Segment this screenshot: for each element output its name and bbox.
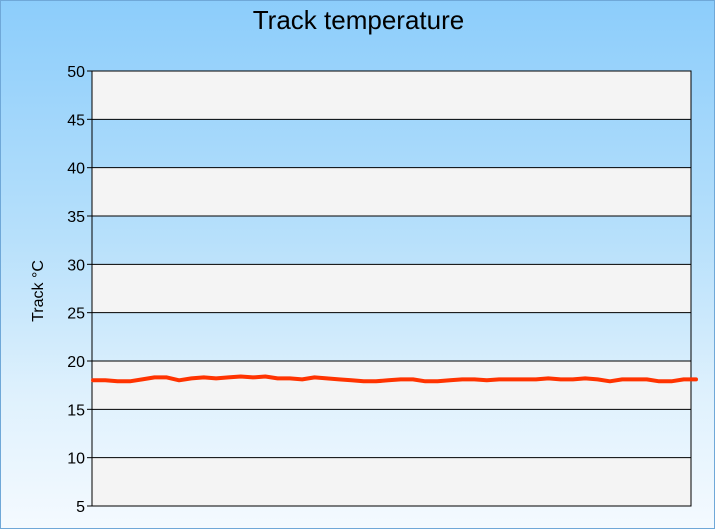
y-tick-label: 35 — [67, 209, 85, 226]
y-tick-label: 5 — [76, 499, 85, 516]
y-tick-label: 30 — [67, 257, 85, 274]
y-tick-label: 45 — [67, 112, 85, 129]
plot-band — [92, 457, 691, 506]
plot-band — [92, 167, 691, 216]
chart-title: Track temperature — [252, 5, 465, 35]
plot-band — [92, 71, 691, 120]
y-tick-label: 25 — [67, 306, 85, 323]
series-line — [91, 374, 698, 384]
y-tick-label: 40 — [67, 161, 85, 178]
plot-band — [92, 264, 691, 313]
plot-band — [92, 361, 691, 410]
y-tick-label: 50 — [67, 64, 85, 81]
y-tick-label: 20 — [67, 354, 85, 371]
y-tick-label: 10 — [67, 451, 85, 468]
y-tick-label: 15 — [67, 402, 85, 419]
